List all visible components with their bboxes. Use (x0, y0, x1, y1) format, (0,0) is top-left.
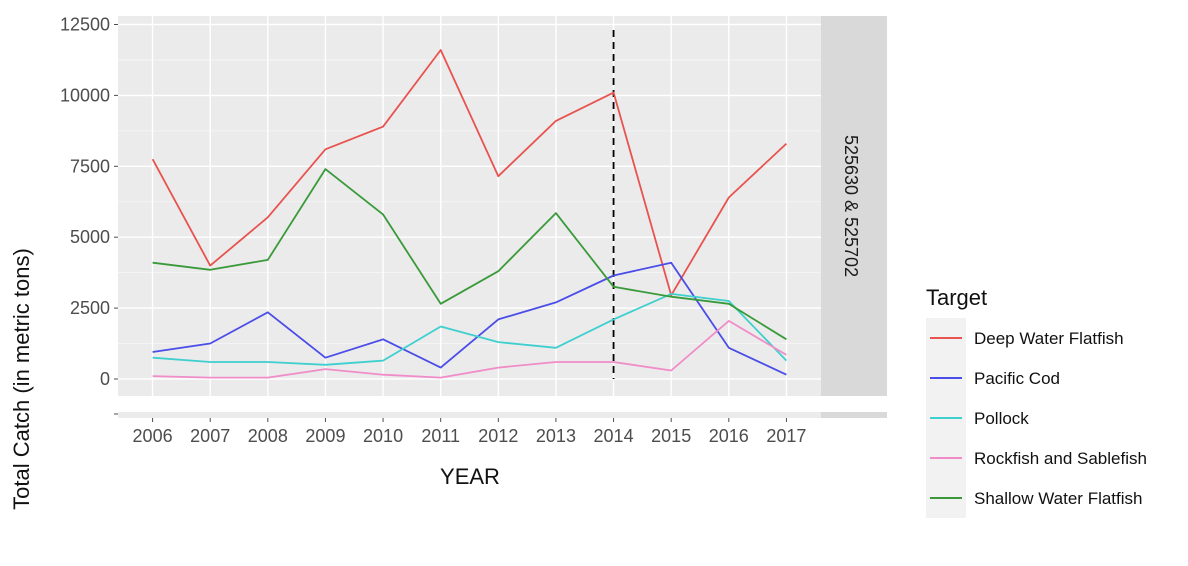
legend-label: Pacific Cod (974, 369, 1060, 388)
facet-strip-label: 525630 & 525702 (841, 135, 861, 277)
secondary-facet-strip (821, 412, 887, 418)
y-tick-label: 5000 (70, 227, 110, 247)
series-line-deep-water-flatfish (151, 49, 788, 297)
series-lines (151, 49, 788, 379)
x-tick-label: 2015 (651, 426, 691, 446)
x-axis-title: YEAR (440, 464, 500, 489)
x-tick-label: 2006 (133, 426, 173, 446)
y-axis-title: Total Catch (in metric tons) (9, 248, 34, 510)
x-tick-label: 2011 (421, 426, 460, 446)
plot-panel (118, 16, 821, 396)
x-tick-label: 2008 (248, 426, 288, 446)
secondary-panel (118, 412, 821, 418)
legend-items: Deep Water Flatfish Pacific Cod Pollock Roc… (926, 318, 1147, 518)
legend: Target Deep Water Flatfish Pacific Cod Pol… (926, 285, 1147, 518)
x-tick-label: 2016 (709, 426, 749, 446)
x-tick-label: 2009 (305, 426, 345, 446)
x-axis: 2006 2007 2008 2009 2010 2011 2012 2013 2014 2015… (133, 418, 806, 446)
x-tick-label: 2007 (190, 426, 230, 446)
y-tick-label: 0 (100, 369, 110, 389)
legend-label: Rockfish and Sablefish (974, 449, 1147, 468)
x-tick-label: 2010 (363, 426, 403, 446)
legend-title: Target (926, 285, 987, 310)
x-tick-label: 2012 (478, 426, 518, 446)
series-line-shallow-water-flatfish (152, 168, 787, 341)
y-axis: 0 2500 5000 7500 10000 12500 (60, 15, 118, 389)
series-line-pacific-cod (152, 261, 787, 376)
major-gridlines (118, 16, 821, 396)
y-tick-label: 7500 (70, 156, 110, 176)
legend-label: Pollock (974, 409, 1029, 428)
legend-label: Shallow Water Flatfish (974, 489, 1142, 508)
facet-strip (821, 16, 887, 396)
x-tick-label: 2017 (766, 426, 806, 446)
y-tick-label: 10000 (60, 85, 110, 105)
x-tick-label: 2013 (536, 426, 576, 446)
legend-label: Deep Water Flatfish (974, 329, 1124, 348)
y-tick-label: 12500 (60, 15, 110, 35)
y-tick-label: 2500 (70, 298, 110, 318)
series-line-pollock (152, 292, 788, 366)
x-tick-label: 2014 (594, 426, 634, 446)
series-line-rockfish-and-sablefish (152, 319, 787, 379)
